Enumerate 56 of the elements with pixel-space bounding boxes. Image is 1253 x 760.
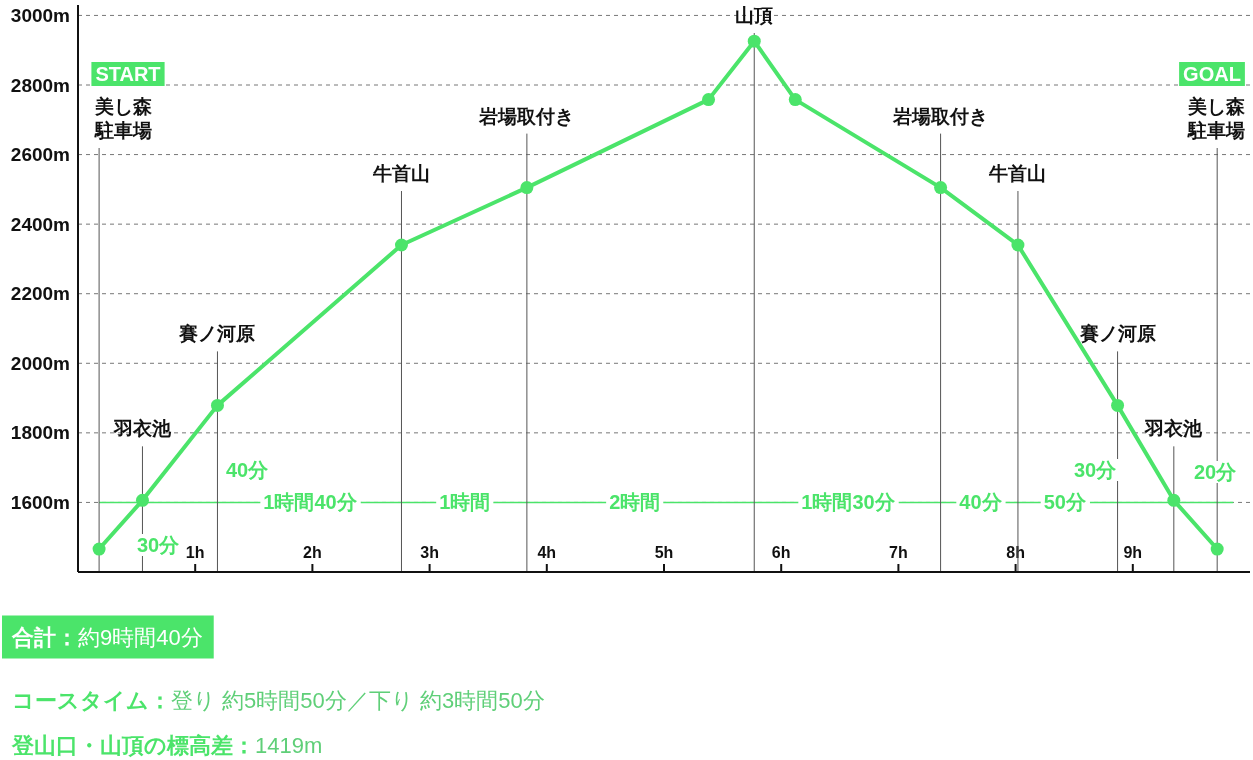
x-tick-label: 8h [1006, 544, 1025, 561]
x-tick-label: 9h [1123, 544, 1143, 561]
point [210, 398, 224, 412]
y-tick-label: 1800m [10, 422, 70, 444]
y-tick-label: 2400m [10, 213, 70, 235]
annotation: 美し森駐車場 [94, 95, 154, 141]
x-tick-label: 5h [654, 544, 674, 561]
annotation: 賽ノ河原 [178, 322, 256, 344]
y-tick-label: 2600m [10, 144, 70, 166]
annotation: 山頂 [735, 4, 774, 26]
y-tick-label: 2200m [10, 283, 70, 305]
x-tick-label: 2h [303, 544, 322, 561]
x-tick-label: 7h [889, 544, 908, 561]
point [934, 181, 948, 195]
annotation: 30分 [136, 534, 181, 556]
point [1111, 398, 1125, 412]
text: 登山口・山頂の標高差：1419m [11, 732, 323, 758]
point [520, 181, 534, 195]
y-tick-label: 1600m [10, 491, 70, 513]
point [135, 493, 149, 507]
point [747, 34, 761, 48]
point [1011, 238, 1025, 252]
x-tick-label: 6h [771, 544, 791, 561]
point [92, 542, 106, 556]
annotation: START [95, 63, 161, 85]
text: コースタイム：登り 約5時間50分／下り 約3時間50分 [12, 687, 545, 713]
x-tick-label: 4h [537, 544, 557, 561]
y-tick-label: 3000m [10, 4, 70, 26]
annotation: 牛首山 [371, 162, 430, 184]
annotation: GOAL [1183, 63, 1241, 85]
annotation: 50分 [1043, 491, 1087, 514]
annotation: 30分 [1073, 459, 1118, 481]
x-tick-label: 3h [420, 544, 439, 561]
annotation: 岩場取付き [892, 105, 989, 127]
annotation: 羽衣池 [112, 417, 172, 439]
y-tick-label: 2800m [10, 74, 70, 96]
annotation: 40分 [225, 459, 270, 481]
annotation: 40分 [959, 491, 1003, 514]
annotation: 賽ノ河原 [1078, 322, 1156, 344]
annotation: 1時間30分 [801, 491, 896, 514]
text: 合計：約9時間40分 [11, 624, 203, 650]
annotation: 岩場取付き [478, 105, 575, 127]
point [702, 93, 716, 107]
annotation: 牛首山 [988, 162, 1047, 184]
point [1210, 542, 1224, 556]
point [1167, 493, 1181, 507]
point [788, 93, 802, 107]
annotation: 1時間40分 [263, 491, 358, 514]
y-tick-label: 2000m [10, 352, 70, 374]
annotation: 20分 [1193, 461, 1238, 483]
annotation: 2時間 [609, 491, 661, 514]
annotation: 1時間 [439, 491, 491, 514]
x-tick-label: 1h [185, 544, 205, 561]
annotation: 羽衣池 [1144, 417, 1204, 439]
point [394, 238, 408, 252]
annotation: 美し森駐車場 [1187, 95, 1247, 141]
